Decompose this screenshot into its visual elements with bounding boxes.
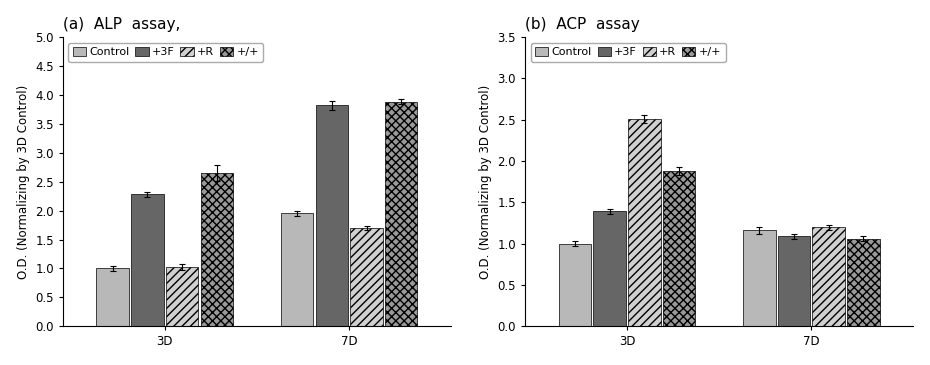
Bar — [131, 195, 164, 326]
Bar — [559, 244, 591, 326]
Bar — [743, 230, 776, 326]
Bar — [777, 236, 810, 326]
Bar — [385, 102, 418, 326]
Text: (b)  ACP  assay: (b) ACP assay — [525, 17, 640, 32]
Bar — [201, 173, 233, 326]
Legend: Control, +3F, +R, +/+: Control, +3F, +R, +/+ — [69, 43, 263, 62]
Bar — [351, 228, 383, 326]
Bar — [663, 171, 696, 326]
Bar — [315, 105, 348, 326]
Bar — [97, 268, 129, 326]
Legend: Control, +3F, +R, +/+: Control, +3F, +R, +/+ — [531, 43, 725, 62]
Bar — [628, 119, 660, 326]
Bar — [593, 211, 626, 326]
Y-axis label: O.D. (Normalizing by 3D Control): O.D. (Normalizing by 3D Control) — [17, 85, 30, 279]
Text: (a)  ALP  assay,: (a) ALP assay, — [63, 17, 180, 32]
Y-axis label: O.D. (Normalizing by 3D Control): O.D. (Normalizing by 3D Control) — [479, 85, 492, 279]
Bar — [813, 227, 845, 326]
Bar — [166, 267, 198, 326]
Bar — [847, 239, 880, 326]
Bar — [281, 214, 313, 326]
